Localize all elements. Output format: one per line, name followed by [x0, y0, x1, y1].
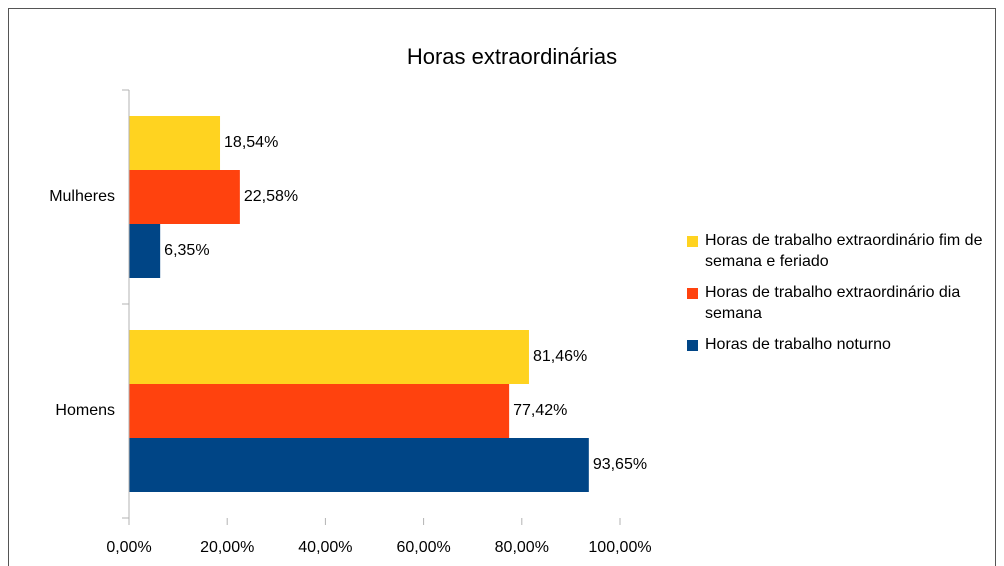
legend-item: Horas de trabalho extraordinário fim de …	[687, 230, 987, 272]
x-tick-label: 80,00%	[495, 539, 549, 556]
x-tick-label: 100,00%	[588, 539, 651, 556]
legend-item: Horas de trabalho extraordinário dia sem…	[687, 282, 987, 324]
y-tick-label: Mulheres	[49, 188, 115, 205]
chart-title: Horas extraordinárias	[407, 44, 617, 69]
x-tick-label: 40,00%	[298, 539, 352, 556]
legend-item: Horas de trabalho noturno	[687, 334, 987, 355]
value-label: 81,46%	[533, 348, 587, 365]
legend-swatch	[687, 288, 698, 299]
legend-swatch	[687, 236, 698, 247]
bar	[129, 330, 529, 384]
legend-label: Horas de trabalho extraordinário dia sem…	[705, 284, 961, 322]
bar	[129, 170, 240, 224]
y-tick-label: Homens	[55, 402, 115, 419]
value-label: 22,58%	[244, 188, 298, 205]
legend-label: Horas de trabalho noturno	[705, 336, 891, 353]
bar	[129, 384, 510, 438]
bar	[129, 438, 589, 492]
value-label: 18,54%	[224, 134, 278, 151]
x-tick-label: 0,00%	[106, 539, 151, 556]
value-label: 6,35%	[164, 242, 209, 259]
x-tick-label: 20,00%	[200, 539, 254, 556]
legend-label: Horas de trabalho extraordinário fim de …	[705, 232, 983, 270]
legend-swatch	[687, 340, 698, 351]
value-label: 77,42%	[513, 402, 567, 419]
value-label: 93,65%	[593, 456, 647, 473]
bar	[129, 116, 221, 170]
bar	[129, 224, 161, 278]
legend: Horas de trabalho extraordinário fim de …	[687, 230, 987, 365]
x-tick-label: 60,00%	[396, 539, 450, 556]
